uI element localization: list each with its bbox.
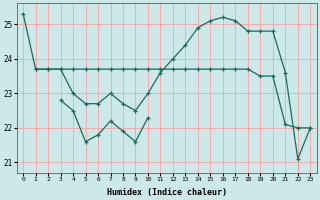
X-axis label: Humidex (Indice chaleur): Humidex (Indice chaleur) [107,188,227,197]
